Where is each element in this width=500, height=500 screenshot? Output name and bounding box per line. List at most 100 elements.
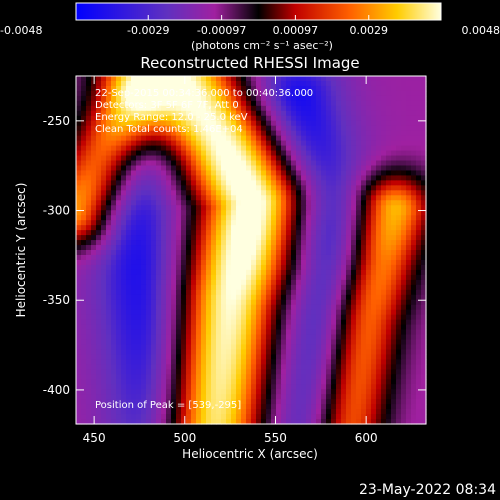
heatmap-cell [206, 240, 212, 246]
heatmap-cell [286, 284, 292, 291]
heatmap-cell [381, 379, 387, 385]
heatmap-cell [121, 379, 127, 385]
heatmap-cell [166, 160, 172, 167]
heatmap-cell [281, 85, 287, 92]
heatmap-cell [291, 384, 297, 390]
heatmap-cell [391, 309, 397, 316]
heatmap-cell [171, 304, 177, 311]
heatmap-cell [276, 274, 282, 281]
heatmap-cell [126, 344, 132, 351]
heatmap-cell [206, 404, 212, 410]
heatmap-cell [311, 140, 317, 147]
heatmap-cell [166, 190, 172, 196]
heatmap-cell [96, 220, 102, 226]
heatmap-cell [321, 200, 327, 206]
heatmap-cell [151, 294, 157, 301]
heatmap-cell [411, 419, 417, 425]
peak-position-label: Position of Peak = [539,-295] [95, 400, 241, 411]
heatmap-cell [246, 319, 252, 326]
heatmap-cell [231, 264, 237, 271]
heatmap-cell [296, 349, 302, 355]
heatmap-cell [376, 329, 382, 336]
heatmap-cell [406, 180, 412, 186]
heatmap-cell [286, 180, 292, 186]
heatmap-cell [191, 284, 197, 291]
heatmap-cell [306, 190, 312, 196]
heatmap-cell [106, 185, 112, 191]
heatmap-cell [86, 304, 92, 311]
heatmap-cell [116, 225, 122, 231]
heatmap-cell [321, 185, 327, 191]
heatmap-cell [76, 304, 82, 311]
heatmap-cell [156, 145, 162, 152]
heatmap-cell [111, 329, 117, 336]
heatmap-cell [336, 384, 342, 390]
heatmap-cell [86, 200, 92, 206]
heatmap-cell [146, 354, 152, 360]
heatmap-cell [311, 374, 317, 380]
heatmap-cell [276, 344, 282, 351]
heatmap-cell [96, 145, 102, 152]
heatmap-cell [316, 85, 322, 92]
heatmap-cell [196, 100, 202, 107]
heatmap-cell [151, 304, 157, 311]
heatmap-cell [296, 359, 302, 365]
heatmap-cell [161, 334, 167, 341]
heatmap-cell [416, 165, 422, 172]
heatmap-cell [191, 379, 197, 385]
heatmap-cell [251, 334, 257, 341]
heatmap-cell [416, 140, 422, 147]
heatmap-cell [236, 125, 242, 132]
heatmap-cell [276, 180, 282, 186]
heatmap-cell [271, 414, 277, 420]
heatmap-cell [196, 339, 202, 346]
heatmap-cell [126, 140, 132, 147]
heatmap-cell [411, 180, 417, 186]
heatmap-cell [301, 374, 307, 380]
heatmap-cell [76, 115, 82, 122]
heatmap-cell [256, 324, 262, 331]
heatmap-cell [246, 250, 252, 256]
heatmap-cell [161, 150, 167, 157]
heatmap-cell [391, 294, 397, 301]
heatmap-cell [306, 100, 312, 107]
heatmap-cell [121, 309, 127, 316]
heatmap-cell [326, 284, 332, 291]
heatmap-cell [296, 130, 302, 137]
heatmap-cell [141, 279, 147, 286]
heatmap-cell [276, 190, 282, 196]
heatmap-cell [161, 250, 167, 256]
heatmap-cell [406, 324, 412, 331]
heatmap-cell [171, 419, 177, 425]
heatmap-cell [356, 245, 362, 251]
heatmap-cell [356, 409, 362, 415]
heatmap-cell [336, 130, 342, 137]
heatmap-cell [146, 190, 152, 196]
heatmap-cell [176, 230, 182, 236]
heatmap-cell [331, 210, 337, 216]
heatmap-cell [86, 319, 92, 326]
heatmap-cell [336, 170, 342, 177]
heatmap-cell [261, 250, 267, 256]
heatmap-cell [356, 259, 362, 266]
heatmap-cell [341, 160, 347, 167]
heatmap-cell [131, 339, 137, 346]
heatmap-cell [241, 314, 247, 321]
heatmap-cell [331, 389, 337, 395]
heatmap-cell [251, 230, 257, 236]
heatmap-cell [381, 100, 387, 107]
heatmap-cell [356, 384, 362, 390]
heatmap-cell [351, 130, 357, 137]
heatmap-cell [156, 120, 162, 127]
heatmap-cell [176, 279, 182, 286]
heatmap-cell [246, 95, 252, 102]
heatmap-cell [121, 339, 127, 346]
heatmap-cell [411, 185, 417, 191]
heatmap-cell [361, 354, 367, 360]
heatmap-cell [336, 210, 342, 216]
heatmap-cell [151, 135, 157, 142]
heatmap-cell [391, 225, 397, 231]
heatmap-cell [406, 259, 412, 266]
heatmap-cell [361, 235, 367, 241]
heatmap-cell [331, 404, 337, 410]
